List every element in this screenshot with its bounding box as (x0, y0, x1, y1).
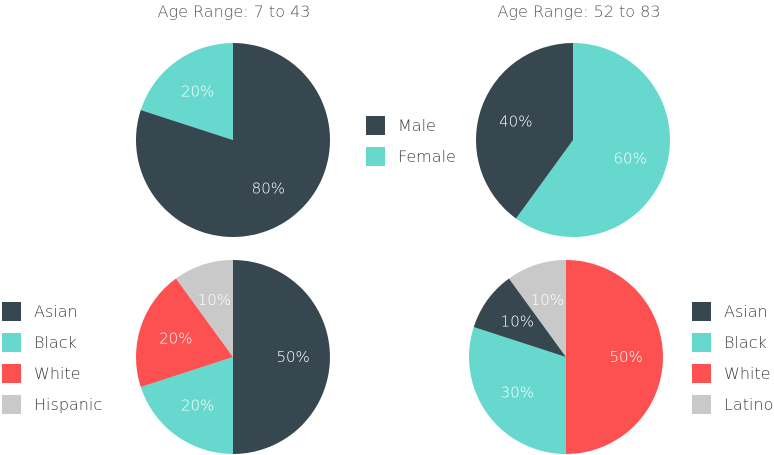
legend-race-left-swatch-white (2, 364, 21, 383)
pie-race-young: 50% 20% 20% 10% (136, 260, 330, 454)
pie-race-old-slice-white (566, 260, 663, 454)
pie-race-young-label-white: 20% (159, 329, 192, 347)
legend-race-right: Asian Black White Latino (692, 296, 773, 420)
pie-gender-young: 80% 20% (135, 43, 330, 237)
legend-race-right-label-black: Black (724, 333, 767, 352)
pie-race-old-label-white: 50% (609, 348, 642, 366)
legend-gender-swatch-female (366, 147, 385, 166)
legend-race-left-swatch-asian (2, 302, 21, 321)
pie-race-young-label-asian: 50% (276, 348, 309, 366)
legend-race-right-item-white: White (692, 358, 773, 389)
legend-race-right-item-black: Black (692, 327, 773, 358)
legend-race-right-swatch-black (692, 333, 711, 352)
legend-gender: Male Female (366, 110, 456, 172)
legend-race-left-item-white: White (2, 358, 102, 389)
pie-race-old-slice-black (469, 327, 566, 454)
legend-race-left-item-black: Black (2, 327, 102, 358)
legend-race-left-swatch-black (2, 333, 21, 352)
chart-title-right: Age Range: 52 to 83 (497, 2, 661, 21)
pie-race-young-slice-white (136, 278, 233, 387)
pie-race-young-label-hispanic: 10% (198, 291, 231, 309)
legend-race-left-label-white: White (34, 364, 81, 383)
legend-race-left-swatch-hispanic (2, 395, 21, 414)
chart-title-left: Age Range: 7 to 43 (157, 2, 311, 21)
legend-race-right-swatch-asian (692, 302, 711, 321)
legend-gender-label-male: Male (398, 116, 436, 135)
legend-race-left-item-hispanic: Hispanic (2, 389, 102, 420)
pie-gender-old-slice-male (476, 43, 573, 219)
legend-race-right-label-white: White (724, 364, 771, 383)
pie-race-old-label-latino: 10% (531, 291, 564, 309)
pie-gender-young-slice-female (140, 43, 233, 140)
legend-race-right-label-asian: Asian (724, 302, 768, 321)
pie-race-old-label-asian: 10% (501, 313, 534, 331)
pie-race-young-slice-hispanic (175, 260, 233, 357)
pie-race-old-label-black: 30% (501, 383, 534, 401)
legend-race-left-item-asian: Asian (2, 296, 102, 327)
pie-race-old-slice-asian (473, 278, 566, 357)
legend-race-right-item-asian: Asian (692, 296, 773, 327)
legend-race-left-label-asian: Asian (34, 302, 78, 321)
pie-race-old-slice-latino (508, 260, 566, 357)
pie-race-young-slice-black (140, 357, 233, 454)
legend-race-right-item-latino: Latino (692, 389, 773, 420)
legend-gender-item-female: Female (366, 141, 456, 172)
legend-gender-item-male: Male (366, 110, 456, 141)
legend-race-left-label-hispanic: Hispanic (34, 395, 103, 414)
legend-gender-swatch-male (366, 116, 385, 135)
legend-race-left-label-black: Black (34, 333, 77, 352)
pie-gender-old-label-female: 60% (614, 150, 647, 168)
pie-gender-young-label-male: 80% (252, 180, 285, 198)
pie-gender-old-label-male: 40% (499, 112, 532, 130)
legend-gender-label-female: Female (398, 147, 456, 166)
pie-race-old: 50% 30% 10% 10% (469, 260, 663, 454)
legend-race-left: Asian Black White Hispanic (2, 296, 102, 420)
pie-gender-young-slice-male (135, 43, 330, 237)
pie-gender-young-label-female: 20% (181, 82, 214, 100)
pie-gender-old-slice-female (515, 43, 670, 237)
pie-race-young-slice-asian (233, 260, 330, 454)
legend-race-right-swatch-white (692, 364, 711, 383)
pie-race-young-label-black: 20% (181, 397, 214, 415)
legend-race-right-label-latino: Latino (724, 395, 774, 414)
legend-race-right-swatch-latino (692, 395, 711, 414)
pie-gender-old: 60% 40% (476, 43, 670, 237)
